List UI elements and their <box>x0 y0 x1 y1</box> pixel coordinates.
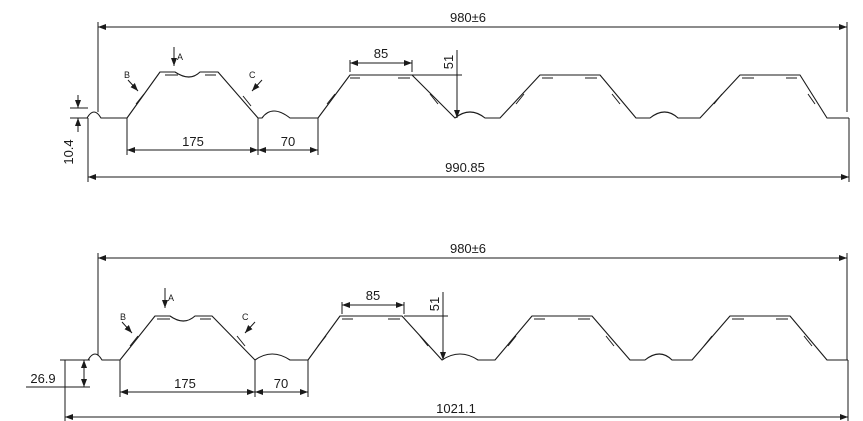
top-profile-line <box>75 71 849 119</box>
top-arrow-c <box>251 79 263 92</box>
bottom-label-b: B <box>120 312 126 322</box>
top-pitch-label: 175 <box>182 134 204 149</box>
top-arrow-b <box>127 79 139 92</box>
bottom-rib-marks <box>129 318 813 347</box>
bottom-rib-top-label: 85 <box>366 288 380 303</box>
bottom-rib-height-label: 51 <box>427 297 442 311</box>
top-label-b: B <box>124 70 130 80</box>
bottom-profile-line <box>65 315 848 361</box>
top-rib-marks <box>135 74 816 107</box>
bottom-label-a: A <box>168 293 174 303</box>
top-valley-label: 70 <box>281 134 295 149</box>
bottom-edge-height-label: 26.9 <box>30 371 55 386</box>
bottom-valley-label: 70 <box>274 376 288 391</box>
bottom-label-c: C <box>242 312 249 322</box>
top-rib-top-label: 85 <box>374 46 388 61</box>
bottom-total-width-label: 1021.1 <box>436 401 476 416</box>
top-overall-width-label: 980±6 <box>450 10 486 25</box>
top-profile-group: 980±6 A B C <box>61 10 850 182</box>
top-edge-height-label: 10.4 <box>61 139 76 164</box>
bottom-arrow-b <box>121 321 133 334</box>
top-label-a: A <box>177 52 183 62</box>
top-rib-height-label: 51 <box>441 55 456 69</box>
bottom-arrow-c <box>244 321 256 334</box>
top-total-width-label: 990.85 <box>445 160 485 175</box>
top-label-c: C <box>249 70 256 80</box>
bottom-pitch-label: 175 <box>174 376 196 391</box>
bottom-overall-width-label: 980±6 <box>450 241 486 256</box>
bottom-profile-group: 980±6 A B C <box>26 241 849 421</box>
